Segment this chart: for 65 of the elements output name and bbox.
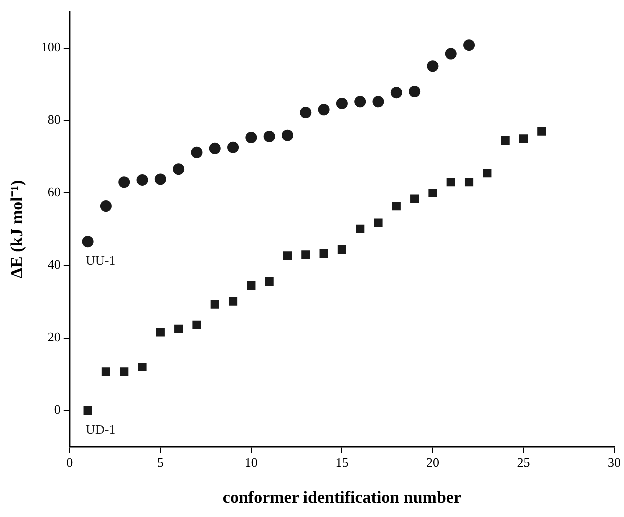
point <box>464 178 474 187</box>
point <box>192 320 202 330</box>
point <box>392 202 401 211</box>
annotation: UD-1 <box>86 422 116 438</box>
point <box>84 406 92 416</box>
point <box>300 107 312 119</box>
point <box>519 134 528 144</box>
point <box>228 142 240 154</box>
x-tick-label: 30 <box>608 455 621 470</box>
point <box>302 250 310 260</box>
x-tick-label: 0 <box>66 455 74 470</box>
point <box>282 130 294 142</box>
point <box>228 297 238 306</box>
point <box>174 324 184 334</box>
x-axis-title: conformer identification number <box>222 488 462 508</box>
y-tick-label: 20 <box>48 330 61 345</box>
point <box>173 164 185 176</box>
point <box>100 200 112 212</box>
point <box>427 60 439 72</box>
point <box>372 96 384 108</box>
point <box>246 132 258 144</box>
point <box>247 281 256 290</box>
point <box>354 96 366 108</box>
y-tick-label: 0 <box>54 402 61 418</box>
point <box>209 142 221 154</box>
point <box>464 40 476 52</box>
point <box>538 127 546 136</box>
y-axis-title: ΔE (kJ mol⁻¹) <box>8 180 27 279</box>
point <box>483 169 492 178</box>
point <box>390 87 402 99</box>
point <box>118 176 130 188</box>
x-tick-label: 15 <box>336 455 349 470</box>
point <box>102 368 110 376</box>
point <box>120 368 129 376</box>
point <box>446 178 456 187</box>
y-tick-label: 80 <box>48 112 61 128</box>
point <box>410 194 420 204</box>
point <box>320 250 328 258</box>
point <box>409 86 421 98</box>
point <box>356 224 365 234</box>
point <box>264 130 276 142</box>
x-tick-label: 25 <box>517 455 530 470</box>
point <box>136 174 148 186</box>
point <box>191 146 203 158</box>
x-tick-label: 10 <box>244 455 258 470</box>
point <box>138 362 147 372</box>
x-tick-label: 20 <box>426 455 440 470</box>
point <box>501 136 510 145</box>
point <box>338 246 346 254</box>
point <box>283 252 292 260</box>
point <box>82 236 94 248</box>
point <box>318 104 330 116</box>
y-tick-label: 40 <box>48 257 61 272</box>
point <box>210 300 220 309</box>
x-tick-label: 5 <box>157 455 164 470</box>
y-tick-label: 100 <box>41 40 61 55</box>
point <box>374 218 383 228</box>
point <box>156 328 165 337</box>
point <box>445 48 457 60</box>
annotation: UU-1 <box>86 253 116 268</box>
point <box>265 277 274 286</box>
point <box>428 188 438 198</box>
y-tick-label: 60 <box>48 184 61 200</box>
point <box>336 98 348 110</box>
point <box>154 174 166 186</box>
